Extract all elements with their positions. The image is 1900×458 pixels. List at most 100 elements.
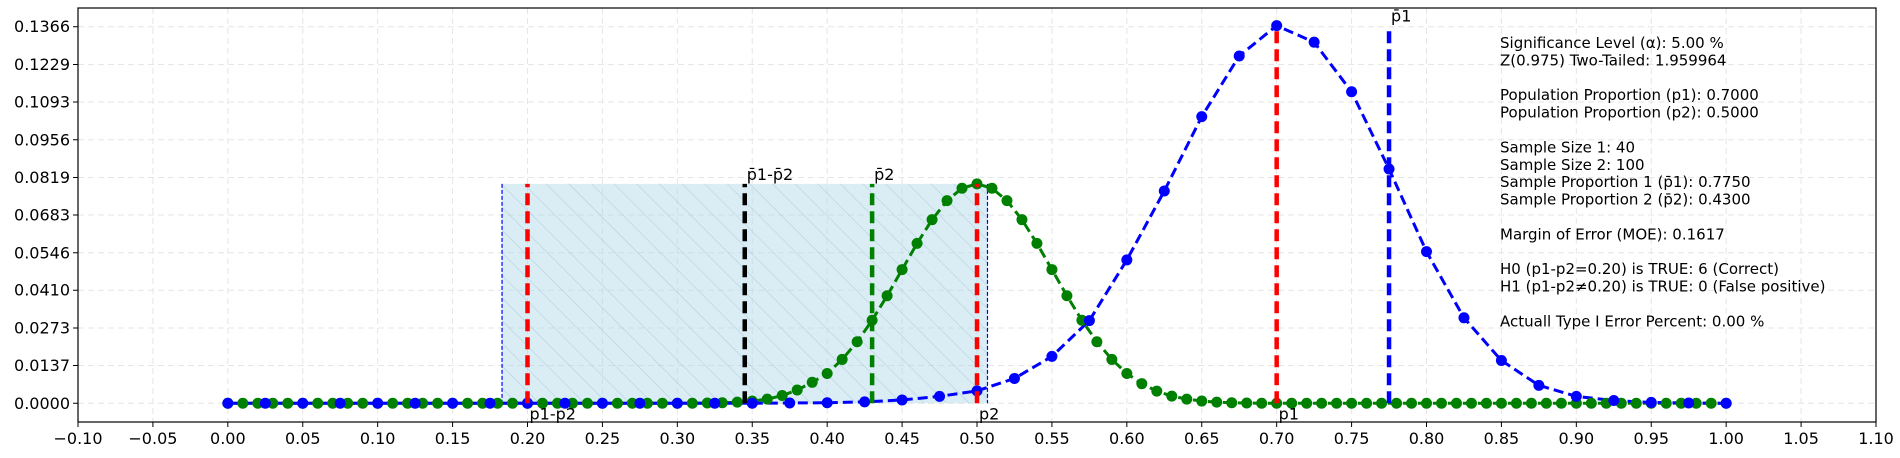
series-1-point xyxy=(1585,397,1597,409)
series-0-point xyxy=(1645,396,1657,408)
series-0-point xyxy=(1008,372,1020,384)
series-layer xyxy=(222,20,1732,409)
series-1-point xyxy=(881,290,893,302)
series-1-point xyxy=(237,397,249,409)
x-tick-label: 0.60 xyxy=(1109,429,1145,448)
series-0-point xyxy=(896,394,908,406)
series-1-point xyxy=(1001,195,1013,207)
x-tick-label: 0.00 xyxy=(210,429,246,448)
vline-label: p̄1-p̄2 xyxy=(747,165,793,184)
series-1-point xyxy=(1525,397,1537,409)
series-1-point xyxy=(926,214,938,226)
series-1-point xyxy=(581,397,593,409)
series-1-point xyxy=(1540,397,1552,409)
series-0-point xyxy=(1683,397,1695,409)
x-tick-label: 0.05 xyxy=(285,429,321,448)
series-0-point xyxy=(1046,350,1058,362)
vline-layer: p1-p2 p̄1-p̄2 p̄2 p2 p1 p̄1 xyxy=(525,7,1411,423)
y-tick-label: 0.0819 xyxy=(14,168,70,187)
series-0-point xyxy=(372,397,384,409)
info-line: Significance Level (α): 5.00 % xyxy=(1500,34,1724,52)
series-0-point xyxy=(222,397,234,409)
x-tick-label: 0.10 xyxy=(360,429,396,448)
x-tick-label: 0.95 xyxy=(1633,429,1669,448)
axes: −0.10 −0.05 0.00 0.05 0.10 0.15 0.20 0.25 0.30 0.… xyxy=(14,17,1894,448)
series-1-point xyxy=(1331,397,1343,409)
series-1-point xyxy=(686,397,698,409)
series-1-point xyxy=(911,237,923,249)
series-1-point xyxy=(1391,397,1403,409)
series-1-point xyxy=(282,397,294,409)
series-1-point xyxy=(1046,264,1058,276)
series-1-point xyxy=(357,397,369,409)
series-1-point xyxy=(1196,395,1208,407)
vline-label: p2 xyxy=(979,404,999,423)
series-0-point xyxy=(447,397,459,409)
series-1-point xyxy=(1301,397,1313,409)
series-1-point xyxy=(956,182,968,194)
series-0-point xyxy=(784,397,796,409)
y-tick-label: 0.0410 xyxy=(14,281,70,300)
info-panel: Significance Level (α): 5.00 %Z(0.975) T… xyxy=(1500,34,1825,330)
x-tick-label: 0.55 xyxy=(1034,429,1070,448)
info-line: Population Proportion (p2): 0.5000 xyxy=(1500,104,1759,122)
series-0-point xyxy=(1458,312,1470,324)
series-1-point xyxy=(462,397,474,409)
info-line: H0 (p1-p2=0.20) is TRUE: 6 (Correct) xyxy=(1500,260,1779,278)
series-1-point xyxy=(791,384,803,396)
series-0-point xyxy=(671,397,683,409)
series-1-point xyxy=(1031,237,1043,249)
info-line: Population Proportion (p1): 0.7000 xyxy=(1500,86,1759,104)
series-1-point xyxy=(432,397,444,409)
series-0-point xyxy=(709,397,721,409)
series-0-point xyxy=(1346,86,1358,98)
series-1-point xyxy=(1106,353,1118,365)
vline-label: p1-p2 xyxy=(530,404,576,423)
series-0-point xyxy=(1083,315,1095,327)
series-1-point xyxy=(761,393,773,405)
vline-label: p̄2 xyxy=(874,165,894,184)
series-1-point xyxy=(1346,397,1358,409)
x-tick-label: 1.05 xyxy=(1783,429,1819,448)
series-0-point xyxy=(1495,355,1507,367)
y-tick-label: 0.0273 xyxy=(14,319,70,338)
series-1-point xyxy=(536,397,548,409)
y-tick-label: 0.1366 xyxy=(14,17,70,36)
series-0-point xyxy=(1570,390,1582,402)
series-1-point xyxy=(941,195,953,207)
x-tick-label: 0.85 xyxy=(1484,429,1520,448)
info-line: Actuall Type I Error Percent: 0.00 % xyxy=(1500,312,1764,330)
series-1-point xyxy=(896,264,908,276)
series-1-point xyxy=(1211,396,1223,408)
series-1-point xyxy=(1421,397,1432,409)
x-tick-label: 1.00 xyxy=(1708,429,1744,448)
info-line: Sample Size 2: 100 xyxy=(1500,156,1645,174)
x-tick-label: −0.05 xyxy=(128,429,177,448)
x-tick-label: 0.40 xyxy=(809,429,845,448)
y-tick-label: 0.0000 xyxy=(14,394,70,413)
series-1-point xyxy=(1435,397,1447,409)
series-0-point xyxy=(1720,397,1732,409)
series-1-point xyxy=(1136,378,1148,390)
x-tick-label: 0.15 xyxy=(435,429,471,448)
series-1-point xyxy=(656,397,668,409)
series-1-point xyxy=(1630,397,1642,409)
y-tick-label: 0.0546 xyxy=(14,243,70,262)
x-tick-label: 0.30 xyxy=(660,429,696,448)
x-tick-label: 0.75 xyxy=(1334,429,1370,448)
series-0-point xyxy=(409,397,421,409)
x-tick-label: 0.70 xyxy=(1259,429,1295,448)
info-line: Sample Size 1: 40 xyxy=(1500,138,1635,156)
series-1-point xyxy=(1450,397,1462,409)
series-1-point xyxy=(986,182,998,194)
series-1-point xyxy=(1510,397,1522,409)
series-0-point xyxy=(1196,111,1208,123)
series-1-point xyxy=(1465,397,1477,409)
x-tick-label: −0.10 xyxy=(53,429,102,448)
info-line: Z(0.975) Two-Tailed: 1.959964 xyxy=(1500,51,1726,69)
series-1-point xyxy=(1660,397,1672,409)
y-tick-label: 0.0683 xyxy=(14,206,70,225)
x-tick-label: 0.35 xyxy=(734,429,770,448)
series-1-point xyxy=(1361,397,1373,409)
